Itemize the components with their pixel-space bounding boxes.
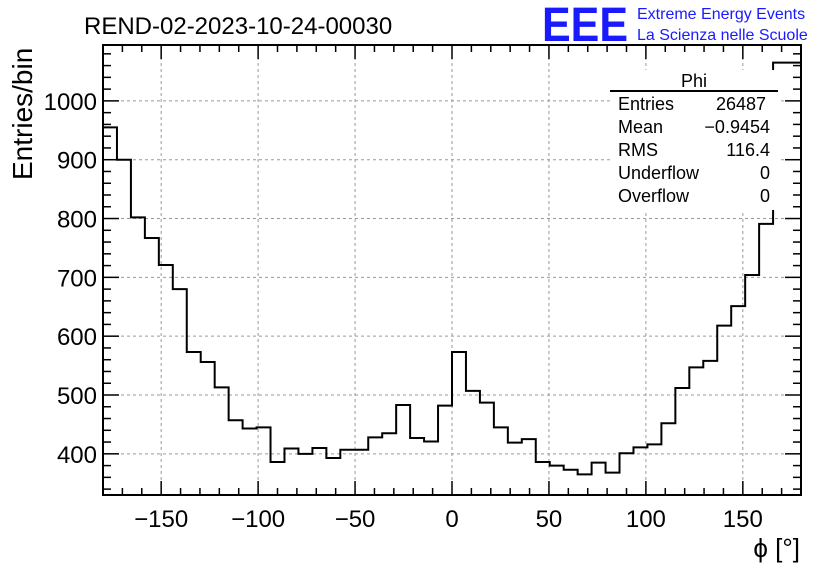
stats-value-underflow: 0 <box>760 163 770 183</box>
y-tick-label: 500 <box>57 383 97 410</box>
x-tick-label: −50 <box>335 506 376 533</box>
x-tick-label: −150 <box>134 506 188 533</box>
stats-label-mean: Mean <box>618 117 663 137</box>
y-tick-label: 800 <box>57 207 97 234</box>
x-tick-label: 100 <box>626 506 666 533</box>
stats-label-rms: RMS <box>618 140 658 160</box>
eee-logo-text: EEE <box>542 0 628 52</box>
x-tick-label: 150 <box>723 506 763 533</box>
y-axis-label: Entries/bin <box>7 48 38 180</box>
stats-title: Phi <box>681 71 707 91</box>
eee-logo: EEE Extreme Energy Events La Scienza nel… <box>542 0 808 52</box>
x-tick-label: 0 <box>445 506 458 533</box>
x-axis-label: ϕ [°] <box>753 533 800 563</box>
stats-label-overflow: Overflow <box>618 186 690 206</box>
histogram-line <box>103 61 801 476</box>
eee-logo-line2: La Scienza nelle Scuole <box>637 27 808 44</box>
y-tick-label: 400 <box>57 442 97 469</box>
stats-value-overflow: 0 <box>760 186 770 206</box>
tick-labels: −150 −100 −50 0 50 100 150 400 500 600 700 800 900 10… <box>44 89 763 533</box>
stats-label-entries: Entries <box>618 94 674 114</box>
stats-box-background <box>610 70 778 210</box>
stats-box: Phi Entries 26487 Mean −0.9454 RMS 116.4… <box>610 70 778 210</box>
y-tick-label: 1000 <box>44 89 97 116</box>
eee-logo-line1: Extreme Energy Events <box>637 6 805 23</box>
x-tick-label: 50 <box>536 506 563 533</box>
stats-value-entries: 26487 <box>716 94 766 114</box>
stats-label-underflow: Underflow <box>618 163 700 183</box>
y-tick-label: 900 <box>57 148 97 175</box>
chart-title: REND-02-2023-10-24-00030 <box>84 13 392 40</box>
y-tick-label: 700 <box>57 265 97 292</box>
x-tick-label: −100 <box>231 506 285 533</box>
stats-value-rms: 116.4 <box>726 140 770 160</box>
stats-value-mean: −0.9454 <box>704 117 770 137</box>
axis-ticks <box>102 45 802 495</box>
y-tick-label: 600 <box>57 324 97 351</box>
